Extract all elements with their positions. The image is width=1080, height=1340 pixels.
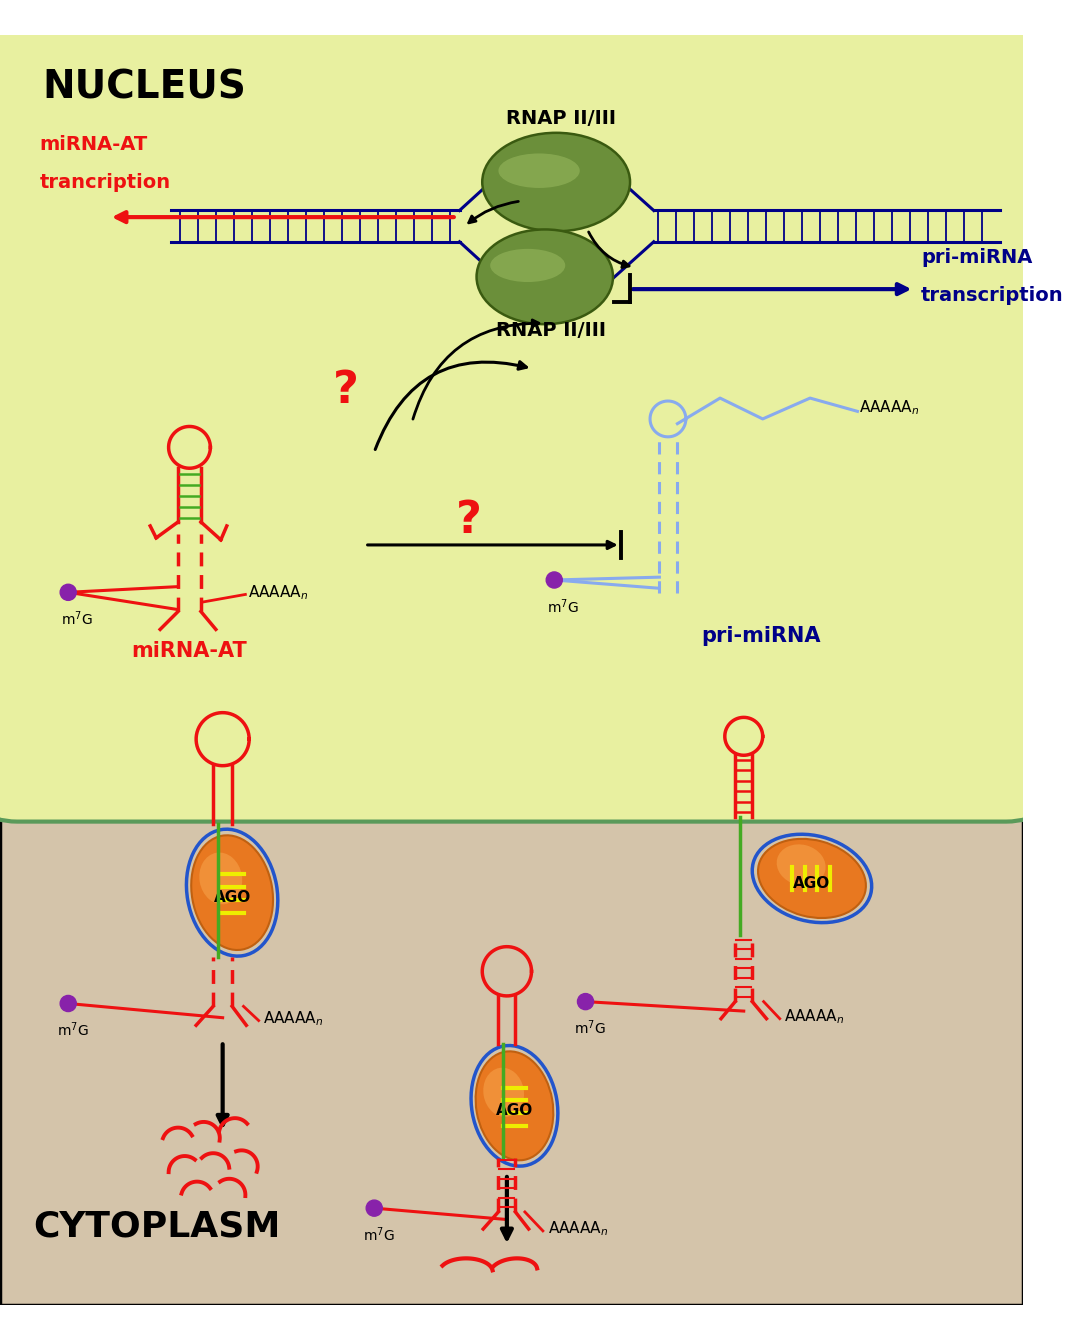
Text: AGO: AGO — [794, 875, 831, 891]
Text: ?: ? — [456, 498, 482, 541]
Circle shape — [546, 572, 563, 588]
Text: m$^7$G: m$^7$G — [546, 598, 579, 616]
Ellipse shape — [777, 844, 825, 886]
Text: CYTOPLASM: CYTOPLASM — [33, 1209, 281, 1244]
Circle shape — [60, 584, 77, 600]
Text: AAAAA$_n$: AAAAA$_n$ — [784, 1008, 845, 1026]
FancyBboxPatch shape — [0, 3, 1054, 821]
Ellipse shape — [476, 229, 613, 324]
Text: AAAAA$_n$: AAAAA$_n$ — [264, 1009, 324, 1028]
Ellipse shape — [483, 1068, 524, 1118]
Text: RNAP II/III: RNAP II/III — [497, 322, 606, 340]
Text: miRNA-AT: miRNA-AT — [132, 642, 247, 661]
Text: m$^7$G: m$^7$G — [363, 1225, 394, 1244]
Circle shape — [366, 1201, 382, 1217]
Text: AAAAA$_n$: AAAAA$_n$ — [860, 398, 920, 417]
Text: m$^7$G: m$^7$G — [575, 1018, 606, 1037]
Ellipse shape — [758, 839, 866, 918]
Text: RNAP II/III: RNAP II/III — [505, 109, 616, 129]
Ellipse shape — [483, 133, 630, 232]
Ellipse shape — [200, 852, 242, 904]
Text: AGO: AGO — [496, 1103, 534, 1118]
Ellipse shape — [475, 1052, 553, 1160]
Text: m$^7$G: m$^7$G — [57, 1021, 89, 1040]
Text: AAAAA$_n$: AAAAA$_n$ — [248, 583, 309, 602]
Circle shape — [578, 993, 594, 1009]
Text: m$^7$G: m$^7$G — [60, 610, 93, 628]
Text: pri-miRNA: pri-miRNA — [921, 248, 1032, 268]
Text: pri-miRNA: pri-miRNA — [701, 626, 821, 646]
Ellipse shape — [499, 154, 580, 188]
Circle shape — [60, 996, 77, 1012]
Polygon shape — [0, 35, 1023, 1305]
Text: miRNA-AT: miRNA-AT — [40, 135, 148, 154]
Text: trancription: trancription — [40, 173, 171, 192]
Ellipse shape — [490, 249, 565, 281]
Text: AAAAA$_n$: AAAAA$_n$ — [548, 1219, 608, 1238]
Text: NUCLEUS: NUCLEUS — [42, 68, 246, 106]
Text: ?: ? — [333, 369, 359, 411]
Text: transcription: transcription — [921, 287, 1064, 306]
Ellipse shape — [191, 835, 273, 950]
Text: AGO: AGO — [214, 890, 251, 904]
